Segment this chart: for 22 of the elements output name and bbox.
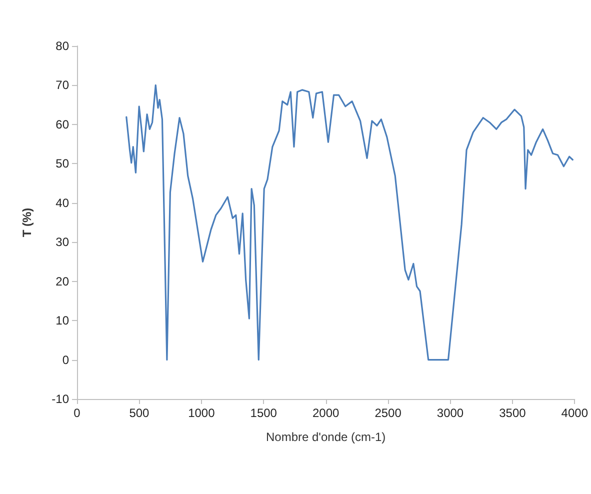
line-series bbox=[126, 84, 574, 361]
y-tick-label: 50 bbox=[56, 156, 70, 171]
y-axis-title: T (%) bbox=[20, 208, 34, 238]
y-tick-label: 30 bbox=[56, 235, 70, 250]
x-tick-label: 3000 bbox=[436, 406, 464, 420]
x-tick-label: 2000 bbox=[312, 406, 340, 420]
x-tick-label: 500 bbox=[129, 406, 150, 420]
x-axis-title: Nombre d'onde (cm-1) bbox=[266, 430, 386, 444]
y-tick-label: 0 bbox=[62, 352, 70, 367]
x-tick-label: 0 bbox=[74, 406, 81, 420]
y-tick-label: -10 bbox=[52, 392, 70, 406]
x-tick-label: 1500 bbox=[250, 406, 278, 420]
x-tick-label: 3500 bbox=[499, 406, 526, 420]
x-tick-label: 4000 bbox=[561, 406, 588, 420]
y-tick-label: 60 bbox=[56, 117, 70, 132]
y-tick-label: 20 bbox=[56, 274, 70, 288]
y-tick-label: 10 bbox=[56, 314, 70, 328]
y-tick-label: 40 bbox=[56, 196, 70, 210]
y-tick-label: 70 bbox=[56, 78, 70, 92]
y-tick-label: 80 bbox=[56, 39, 70, 53]
x-tick-label: 2500 bbox=[374, 406, 402, 420]
x-tick-label: 1000 bbox=[188, 406, 216, 420]
